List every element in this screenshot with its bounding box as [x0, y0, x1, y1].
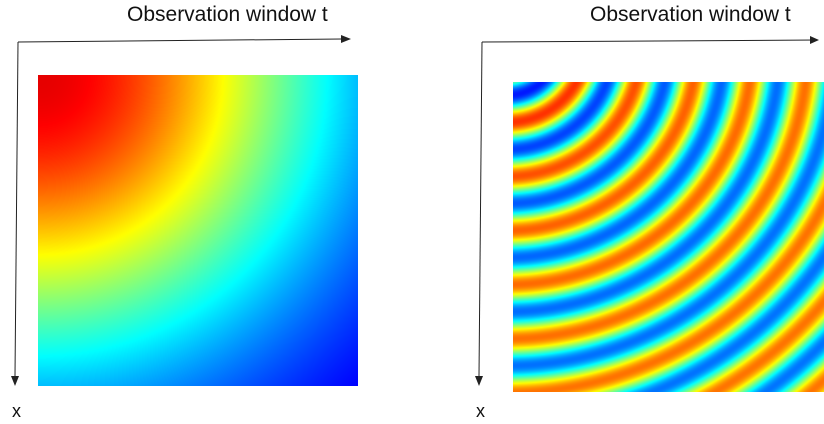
- top-axis-label: Observation window t: [590, 3, 791, 26]
- vertical-axis-arrowhead: [11, 376, 19, 386]
- heatmap-field: [38, 75, 358, 386]
- left-panel: Observation window t x: [11, 3, 358, 421]
- vertical-axis-arrowhead: [475, 376, 483, 386]
- right-panel: Observation window t x: [412, 0, 824, 424]
- horizontal-axis-line: [481, 39, 818, 43]
- vertical-axis-line: [478, 41, 483, 377]
- top-axis-label: Observation window t: [127, 3, 328, 26]
- horizontal-axis-line: [17, 38, 343, 43]
- horizontal-axis-arrowhead: [341, 35, 351, 43]
- horizontal-axis-arrowhead: [810, 36, 819, 44]
- vertical-axis-label: x: [476, 401, 485, 421]
- heatmap-field: [513, 82, 824, 392]
- vertical-axis-line: [14, 41, 19, 377]
- axes: [11, 35, 351, 386]
- axes: [475, 36, 819, 386]
- vertical-axis-label: x: [12, 401, 21, 421]
